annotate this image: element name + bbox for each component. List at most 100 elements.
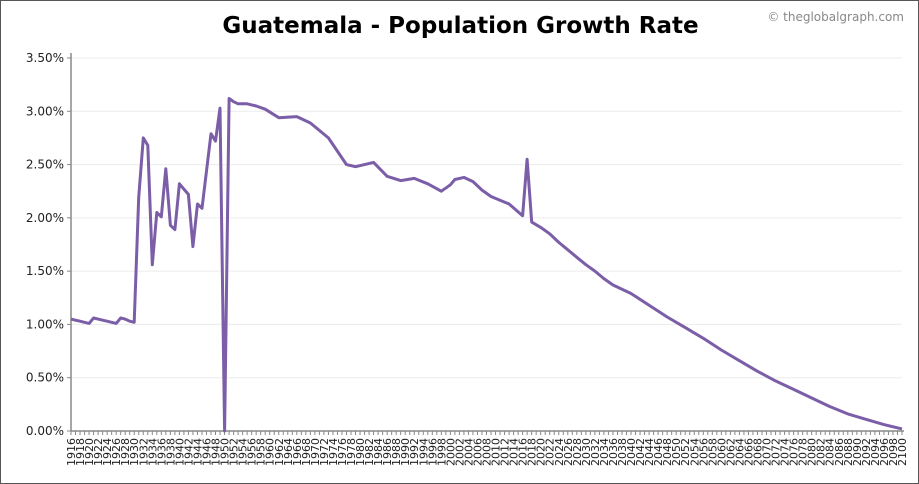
x-tick-label: 1972 xyxy=(318,438,331,466)
x-tick-label: 2002 xyxy=(453,438,466,466)
x-tick-label: 1946 xyxy=(200,438,213,466)
x-tick-label: 1998 xyxy=(435,438,448,466)
x-tick-label: 2058 xyxy=(706,438,719,466)
x-tick-label: 1944 xyxy=(191,438,204,466)
x-tick-label: 1924 xyxy=(101,438,114,466)
y-tick-label: 0.00% xyxy=(26,424,64,438)
x-tick-label: 1988 xyxy=(390,438,403,466)
x-tick-label: 1970 xyxy=(309,438,322,466)
x-tick-label: 1994 xyxy=(417,438,430,466)
x-tick-label: 1950 xyxy=(219,438,232,466)
x-tick-label: 2004 xyxy=(462,438,475,466)
y-tick-label: 1.00% xyxy=(26,317,64,331)
x-tick-label: 2078 xyxy=(797,438,810,466)
y-tick-label: 0.50% xyxy=(26,371,64,385)
x-tick-label: 2098 xyxy=(887,438,900,466)
x-tick-label: 2066 xyxy=(742,438,755,466)
x-tick-label: 2042 xyxy=(634,438,647,466)
x-tick-label: 1916 xyxy=(65,438,78,466)
x-tick-label: 2020 xyxy=(535,438,548,466)
x-tick-label: 1974 xyxy=(327,438,340,466)
x-tick-label: 1956 xyxy=(246,438,259,466)
x-tick-label: 1948 xyxy=(210,438,223,466)
x-tick-label: 2082 xyxy=(815,438,828,466)
x-tick-label: 1960 xyxy=(264,438,277,466)
x-tick-label: 2034 xyxy=(598,438,611,466)
x-tick-label: 1928 xyxy=(119,438,132,466)
x-tick-label: 2086 xyxy=(833,438,846,466)
x-tick-label: 2084 xyxy=(824,438,837,466)
x-tick-label: 1958 xyxy=(255,438,268,466)
x-tick-label: 2022 xyxy=(544,438,557,466)
x-tick-label: 2048 xyxy=(661,438,674,466)
x-tick-label: 2096 xyxy=(878,438,891,466)
x-tick-label: 1962 xyxy=(273,438,286,466)
y-tick-label: 3.50% xyxy=(26,51,64,65)
x-tick-label: 2050 xyxy=(670,438,683,466)
x-tick-label: 2018 xyxy=(526,438,539,466)
x-tick-label: 2062 xyxy=(724,438,737,466)
x-tick-label: 2064 xyxy=(733,438,746,466)
x-tick-label: 2006 xyxy=(471,438,484,466)
x-tick-label: 2068 xyxy=(751,438,764,466)
x-tick-label: 1926 xyxy=(110,438,123,466)
x-tick-label: 2052 xyxy=(679,438,692,466)
x-tick-label: 2010 xyxy=(490,438,503,466)
x-tick-label: 1936 xyxy=(155,438,168,466)
y-tick-label: 2.00% xyxy=(26,211,64,225)
x-tick-label: 2076 xyxy=(788,438,801,466)
growth-rate-line xyxy=(70,97,903,433)
x-tick-label: 1964 xyxy=(282,438,295,466)
x-tick-label: 1968 xyxy=(300,438,313,466)
y-tick-label: 1.50% xyxy=(26,264,64,278)
x-tick-label: 2094 xyxy=(869,438,882,466)
x-tick-label: 2072 xyxy=(770,438,783,466)
x-tick-label: 1984 xyxy=(372,438,385,466)
x-tick-label: 1920 xyxy=(83,438,96,466)
x-tick-label: 1942 xyxy=(182,438,195,466)
x-tick-label: 1938 xyxy=(164,438,177,466)
x-tick-label: 1934 xyxy=(146,438,159,466)
x-tick-label: 2056 xyxy=(697,438,710,466)
x-tick-label: 1966 xyxy=(291,438,304,466)
x-tick-label: 2032 xyxy=(589,438,602,466)
x-tick-label: 1992 xyxy=(408,438,421,466)
x-tick-label: 2044 xyxy=(643,438,656,466)
y-tick-label: 2.50% xyxy=(26,158,64,172)
credit-watermark: © theglobalgraph.com xyxy=(767,10,904,24)
x-tick-label: 1918 xyxy=(74,438,87,466)
x-tick-label: 2014 xyxy=(508,438,521,466)
x-tick-label: 2012 xyxy=(499,438,512,466)
chart-title: Guatemala - Population Growth Rate xyxy=(222,13,699,39)
x-tick-label: 2030 xyxy=(580,438,593,466)
x-tick-label: 2038 xyxy=(616,438,629,466)
x-tick-label: 2036 xyxy=(607,438,620,466)
x-tick-label: 1978 xyxy=(345,438,358,466)
x-tick-label: 1986 xyxy=(381,438,394,466)
x-tick-label: 1922 xyxy=(92,438,105,466)
x-tick-label: 2028 xyxy=(571,438,584,466)
x-tick-label: 1980 xyxy=(354,438,367,466)
x-tick-label: 2024 xyxy=(553,438,566,466)
x-tick-label: 2070 xyxy=(761,438,774,466)
x-tick-label: 2000 xyxy=(444,438,457,466)
x-tick-label: 1952 xyxy=(228,438,241,466)
y-tick-label: 3.00% xyxy=(26,104,64,118)
x-tick-label: 2046 xyxy=(652,438,665,466)
x-tick-label: 1990 xyxy=(399,438,412,466)
x-tick-label: 2016 xyxy=(517,438,530,466)
x-tick-label: 1996 xyxy=(426,438,439,466)
x-tick-label: 1982 xyxy=(363,438,376,466)
x-tick-label: 2100 xyxy=(896,438,909,466)
x-tick-label: 2040 xyxy=(625,438,638,466)
x-tick-label: 2008 xyxy=(481,438,494,466)
x-tick-label: 2054 xyxy=(688,438,701,466)
x-tick-label: 1932 xyxy=(137,438,150,466)
x-tick-label: 1930 xyxy=(128,438,141,466)
x-tick-label: 2092 xyxy=(860,438,873,466)
x-tick-label: 1976 xyxy=(336,438,349,466)
x-tick-label: 1940 xyxy=(173,438,186,466)
x-tick-label: 2080 xyxy=(806,438,819,466)
